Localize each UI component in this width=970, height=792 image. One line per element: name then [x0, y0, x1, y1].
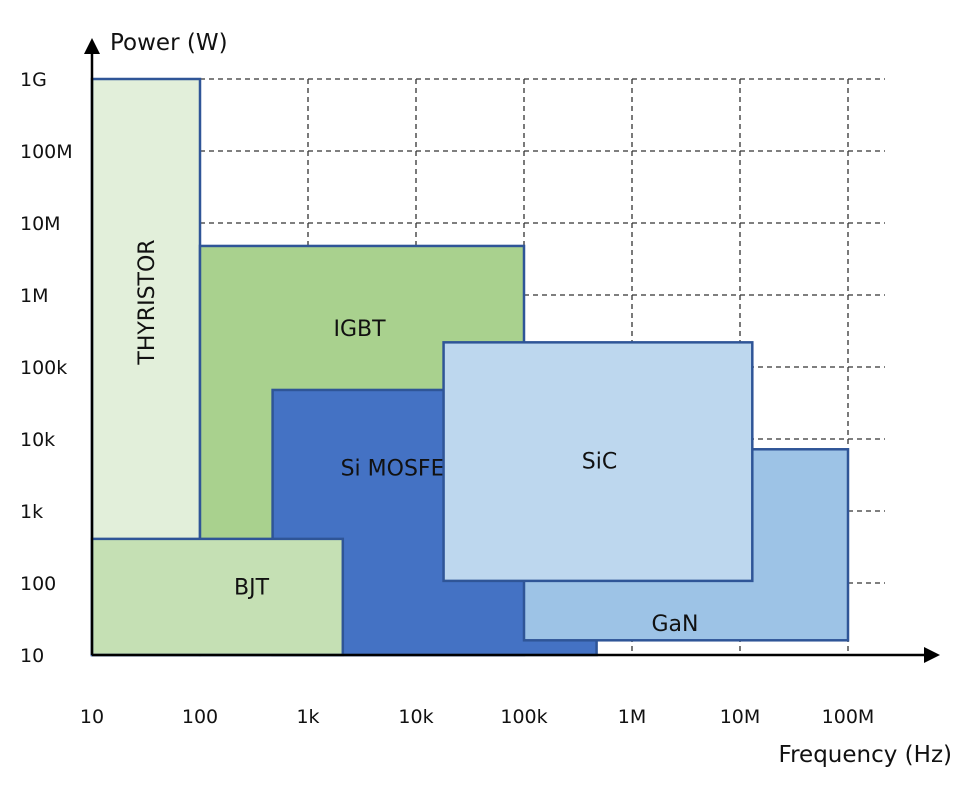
y-tick-label: 10M — [20, 213, 61, 235]
y-axis-arrow-icon — [84, 38, 100, 54]
y-tick-label: 1M — [20, 285, 48, 307]
x-tick-label: 1M — [618, 706, 646, 728]
y-tick-label: 100k — [20, 357, 67, 379]
x-tick-label: 10 — [80, 706, 104, 728]
x-tick-label: 10k — [398, 706, 433, 728]
y-tick-label: 1k — [20, 501, 43, 523]
axes — [84, 38, 940, 663]
y-tick-label: 100M — [20, 141, 73, 163]
region-label-igbt: IGBT — [333, 317, 386, 342]
y-tick-label: 100 — [20, 573, 56, 595]
y-axis-title: Power (W) — [110, 30, 228, 56]
x-tick-label: 1k — [296, 706, 319, 728]
tick-labels: 10 100 1k 10k 100k 1M 10M 100M 1G 10 100 1k 10k 100k 1… — [20, 69, 874, 728]
x-tick-label: 10M — [720, 706, 761, 728]
y-tick-label: 10k — [20, 429, 55, 451]
x-axis-title: Frequency (Hz) — [779, 742, 952, 768]
device-regions: THYRISTOR IGBT Si MOSFET BJT GaN SiC — [90, 77, 850, 657]
region-label-bjt: BJT — [234, 575, 270, 600]
region-label-thyristor: THYRISTOR — [135, 239, 160, 365]
region-label-gan: GaN — [651, 612, 698, 637]
x-tick-label: 100M — [822, 706, 875, 728]
x-tick-label: 100k — [500, 706, 547, 728]
region-bjt — [90, 537, 345, 657]
x-axis-arrow-icon — [924, 647, 940, 663]
region-label-si-mosfet: Si MOSFET — [341, 457, 459, 482]
y-tick-label: 10 — [20, 645, 44, 667]
y-tick-label: 1G — [20, 69, 47, 91]
x-tick-label: 100 — [182, 706, 218, 728]
region-sic — [442, 341, 754, 583]
region-label-sic: SiC — [582, 450, 617, 475]
